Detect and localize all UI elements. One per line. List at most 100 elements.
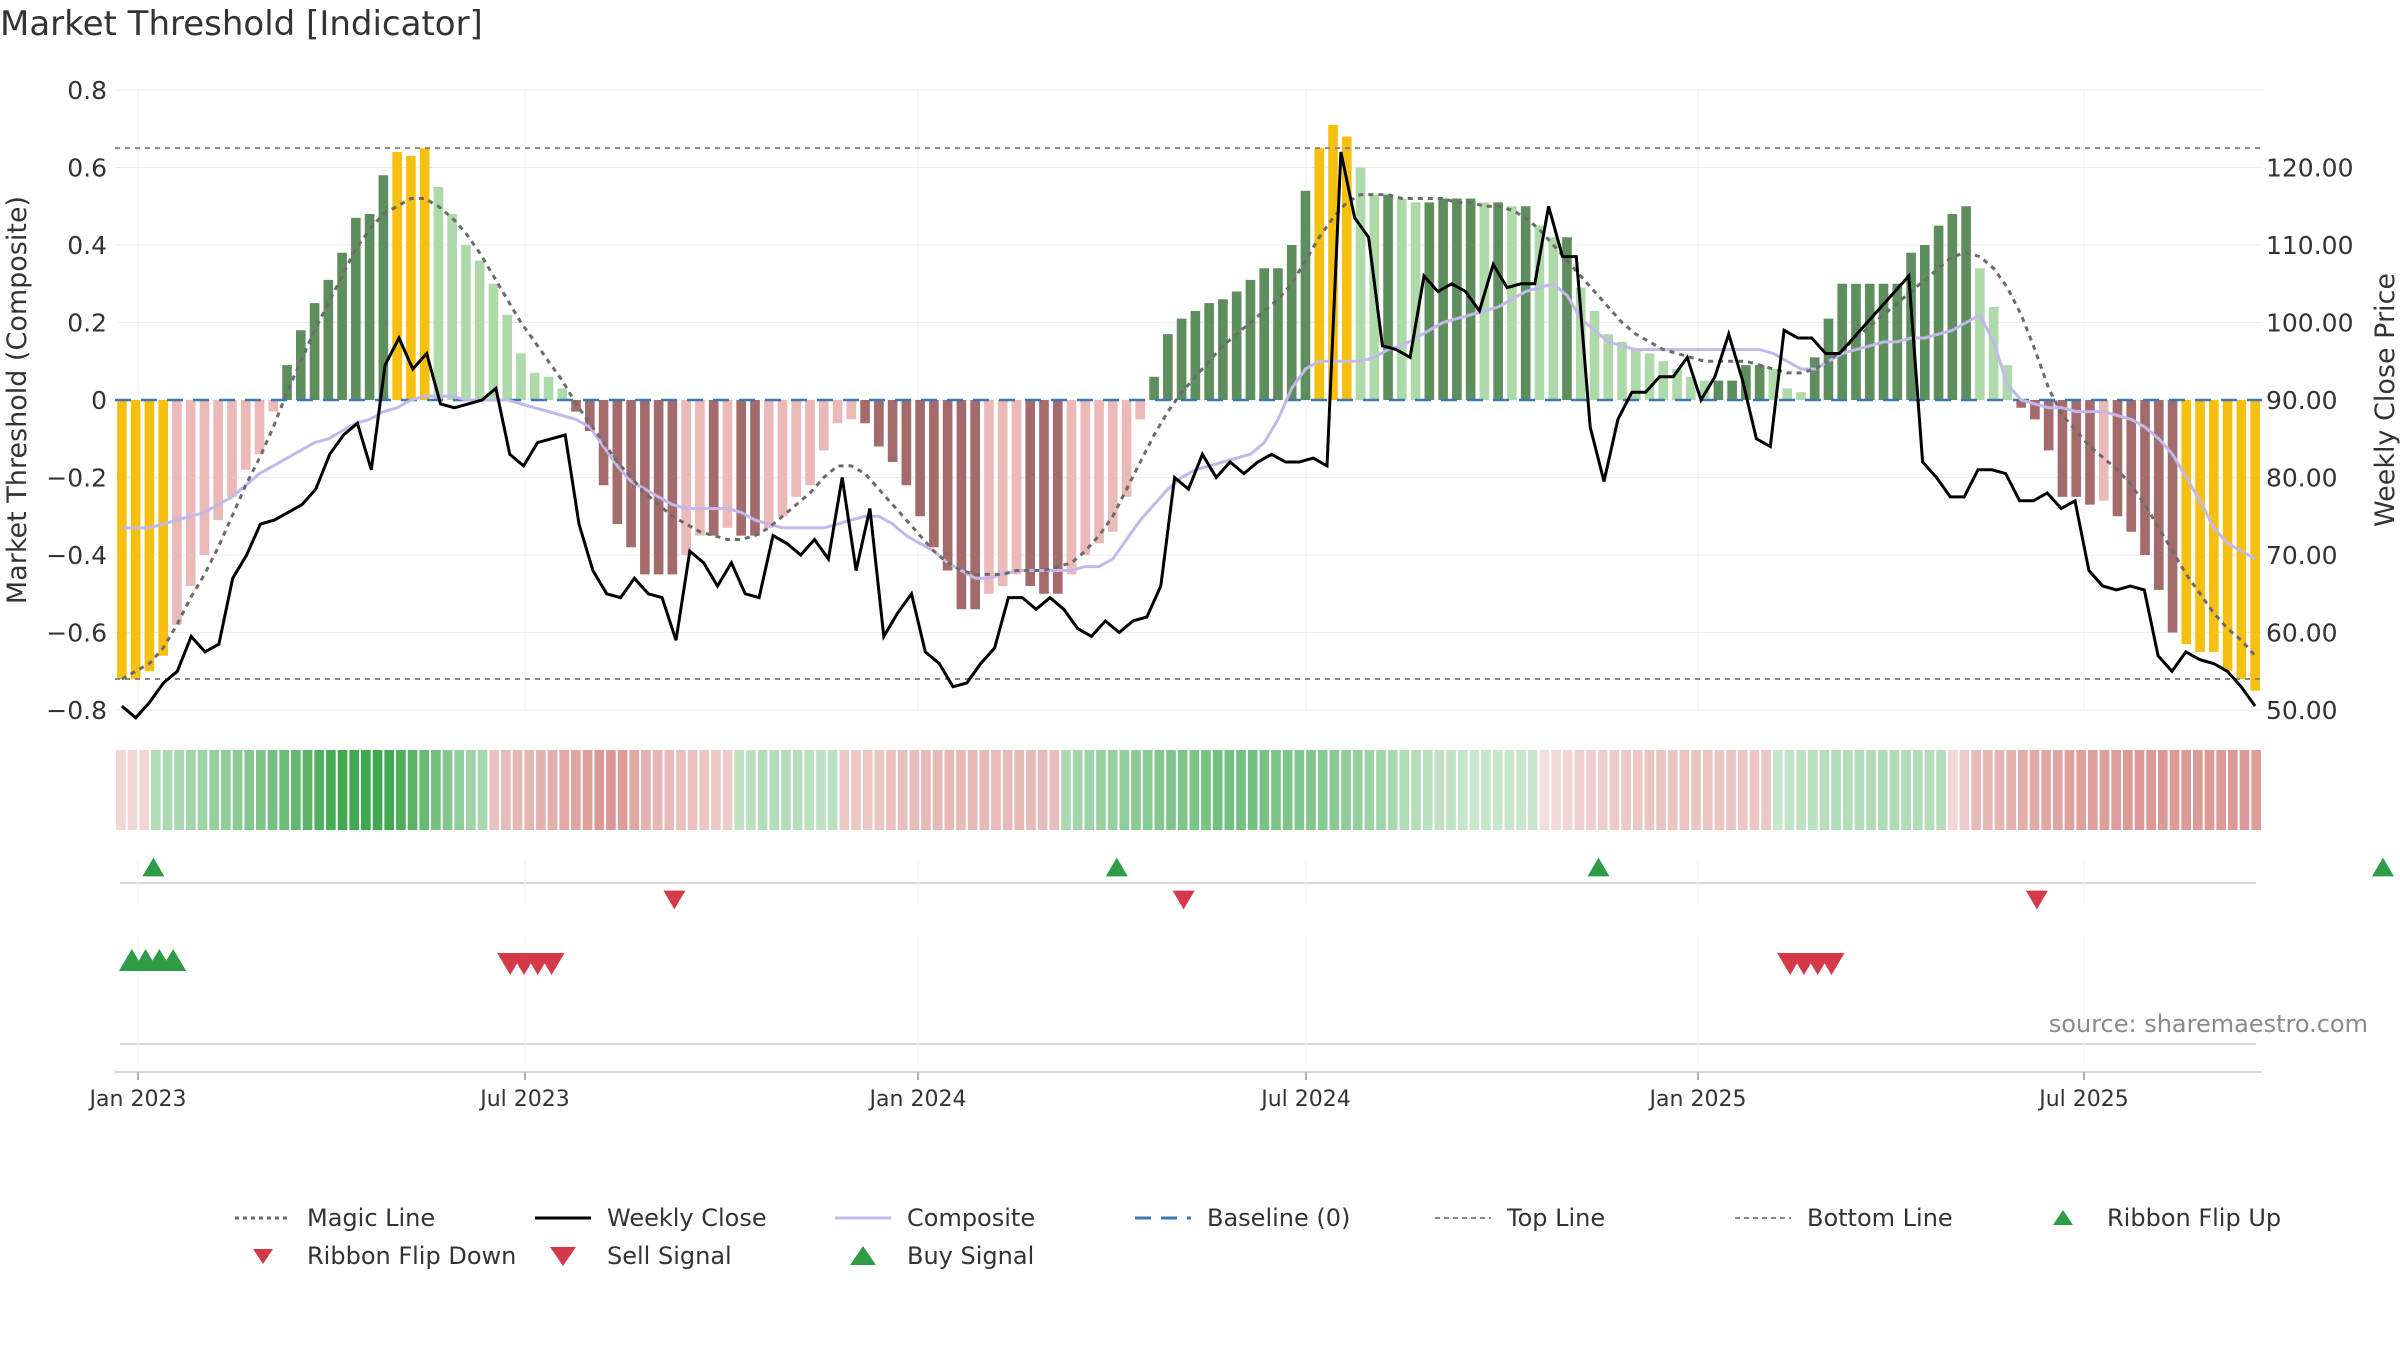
ribbon-cell [2181, 750, 2191, 830]
composite-bar [213, 400, 224, 521]
ribbon-cell [1399, 750, 1410, 830]
ribbon-cell [1434, 750, 1445, 830]
composite-bar [158, 400, 168, 656]
ribbon-cell [1737, 750, 1748, 830]
sell-signal-marker [1818, 952, 1845, 976]
sell-signal-marker [538, 952, 565, 976]
composite-bar [2112, 400, 2123, 517]
ribbon-cell [1609, 750, 1620, 830]
composite-bar [254, 400, 265, 455]
composite-bar [1245, 279, 1256, 400]
composite-bar [736, 400, 747, 536]
ribbon-cell [1411, 750, 1421, 830]
composite-bar [240, 400, 251, 470]
series-lines [120, 151, 2257, 720]
x-tick-label: Jul 2025 [2037, 1087, 2129, 1112]
ribbon-cell [489, 750, 500, 830]
composite-bar [117, 400, 127, 679]
ribbon-cell [2064, 750, 2075, 830]
ribbon-cell [1912, 750, 1923, 830]
composite-bar [1438, 198, 1448, 400]
composite-bar [1809, 357, 1820, 400]
composite-bar [1644, 353, 1655, 400]
composite-bar [1672, 369, 1682, 400]
ribbon-cell [501, 750, 511, 830]
composite-bar [901, 400, 912, 486]
composite-bar [337, 252, 347, 400]
y-tick-label: 0.8 [67, 76, 107, 105]
composite-bar [1741, 365, 1751, 400]
composite-bar [956, 400, 967, 610]
ribbon-cell [839, 750, 850, 830]
ribbon-cell [477, 750, 488, 830]
signal-panel [118, 935, 2256, 1065]
ribbon-cell [792, 750, 803, 830]
composite-bar [970, 400, 980, 610]
ribbon-cell [1667, 750, 1678, 830]
ribbon-cell [1632, 750, 1643, 830]
ribbon-flip-up-marker [1105, 857, 1128, 877]
ribbon-cell [1691, 750, 1701, 830]
ribbon-flip-down-marker [1172, 890, 1195, 910]
composite-bar [1919, 245, 1930, 400]
y2-tick-label: 70.00 [2266, 541, 2338, 570]
ribbon-cell [454, 750, 465, 830]
ribbon-cell [442, 750, 453, 830]
composite-bar [667, 400, 678, 575]
composite-bar [516, 353, 526, 400]
ribbon-cell [676, 750, 686, 830]
y-tick-label: 0 [91, 386, 107, 415]
ribbon-cell [2122, 750, 2133, 830]
composite-bar [1768, 369, 1779, 400]
ribbon-cell [1189, 750, 1200, 830]
ribbon-cell [1889, 750, 1900, 830]
ribbon-cell [244, 750, 255, 830]
x-tick-label: Jan 2024 [868, 1087, 967, 1112]
composite-bar [2126, 400, 2137, 532]
composite-bars [117, 124, 2260, 691]
composite-bar [488, 283, 499, 400]
ribbon-cell [1516, 750, 1526, 830]
y2-tick-label: 90.00 [2266, 386, 2338, 415]
composite-bar [529, 372, 540, 400]
ribbon-cell [536, 750, 546, 830]
ribbon-cell [1714, 750, 1725, 830]
composite-bar [2071, 400, 2082, 497]
y2-tick-label: 50.00 [2266, 696, 2338, 725]
composite-bar [915, 400, 925, 517]
ribbon-cell [582, 750, 593, 830]
ribbon-cell [734, 750, 745, 830]
ribbon-cell [1446, 750, 1456, 830]
ribbon-cell [1294, 750, 1305, 830]
ribbon-cell [524, 750, 535, 830]
ribbon-cell [2251, 750, 2261, 830]
composite-bar [777, 400, 788, 517]
composite-bar [1052, 400, 1063, 594]
composite-bar [997, 400, 1008, 586]
ribbon-cell [1306, 750, 1316, 830]
composite-bar [750, 400, 760, 536]
ribbon-cell [431, 750, 441, 830]
ribbon-cell [1177, 750, 1188, 830]
x-tick-label: Jan 2025 [1648, 1087, 1747, 1112]
y2-axis-title: Weekly Close Price [2370, 273, 2400, 527]
ribbon-cell [1947, 750, 1958, 830]
ribbon-cell [897, 750, 908, 830]
composite-bar [1424, 202, 1435, 400]
ribbon-cell [372, 750, 383, 830]
composite-bar [1066, 400, 1077, 575]
composite-bar [695, 400, 705, 536]
ribbon-cell [559, 750, 570, 830]
composite-bar [1933, 225, 1944, 400]
ribbon-cell [991, 750, 1001, 830]
ribbon-strip [116, 750, 2261, 830]
ribbon-flip-panel [120, 857, 2394, 910]
ribbon-cell [816, 750, 826, 830]
composite-bar [1837, 283, 1848, 400]
composite-bar [557, 388, 568, 400]
ribbon-cell [699, 750, 710, 830]
composite-bar [805, 400, 815, 486]
composite-bar [2167, 400, 2178, 633]
ribbon-cell [174, 750, 185, 830]
composite-bar [1947, 214, 1958, 400]
